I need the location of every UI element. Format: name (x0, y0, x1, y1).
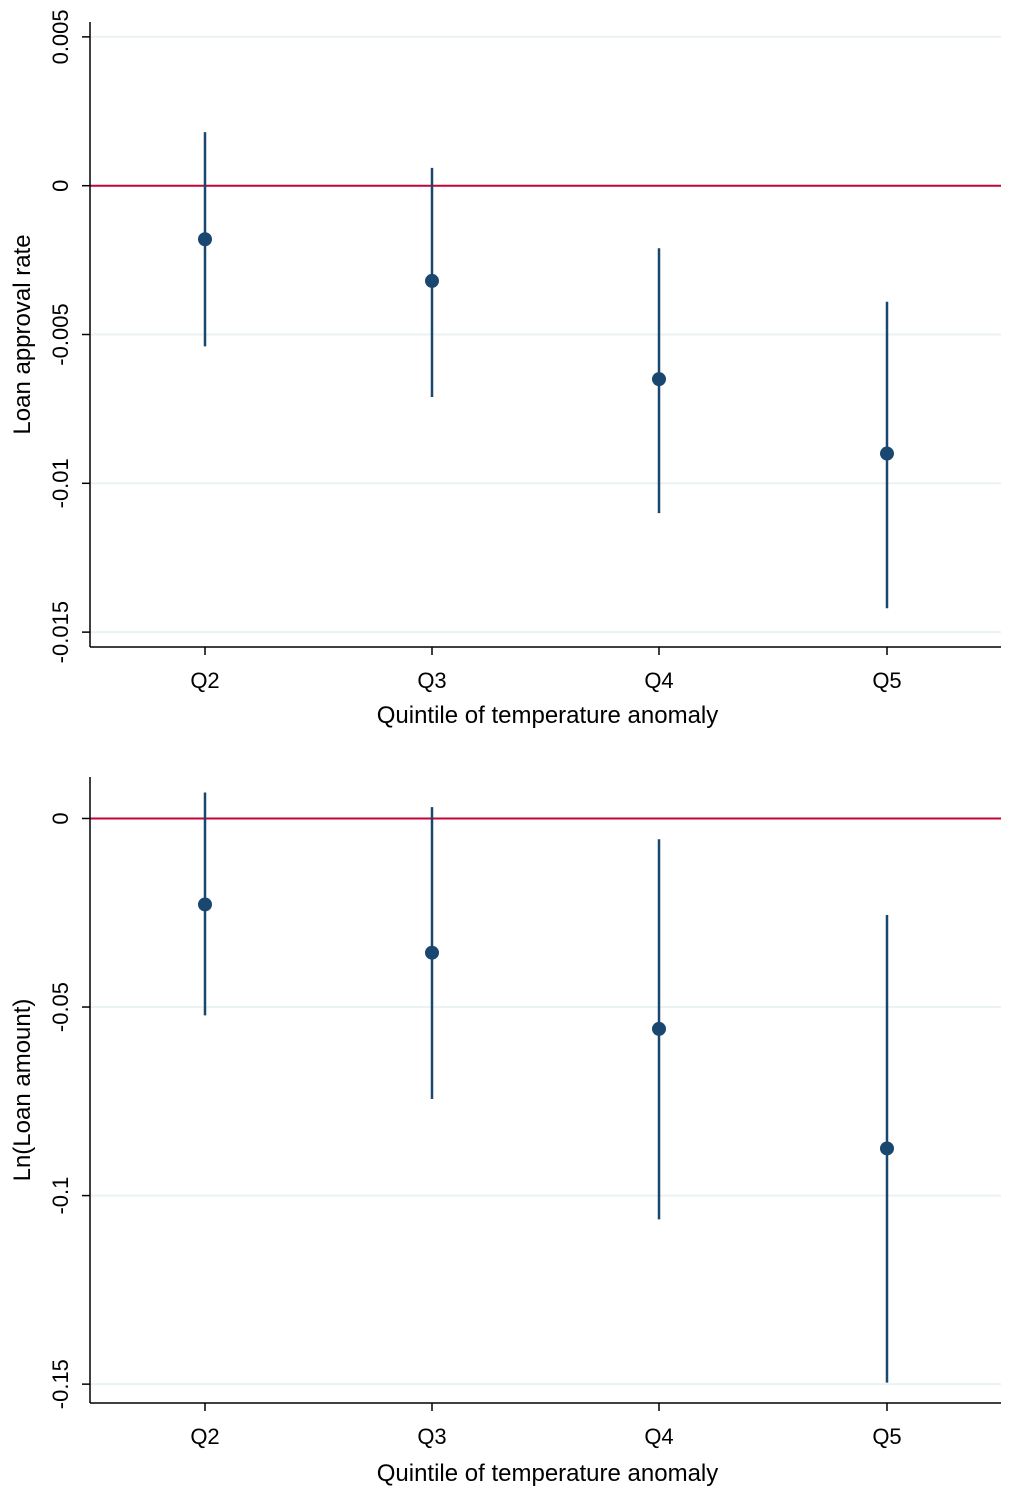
bottom-x-tick-label: Q4 (644, 1424, 673, 1449)
bottom-estimate-point-q2 (198, 897, 212, 912)
bottom-y-tick-label: 0 (48, 812, 73, 824)
bottom-estimate-point-q5 (880, 1141, 894, 1156)
bottom-estimate-point-q3 (425, 945, 439, 960)
top-estimate-point-q3 (425, 273, 439, 288)
top-x-axis-title: Quintile of temperature anomaly (377, 702, 719, 729)
bottom-y-axis-title: Ln(Loan amount) (9, 999, 36, 1182)
bottom-y-tick-label: -0.05 (48, 982, 73, 1032)
bottom-y-tick-label: -0.1 (48, 1177, 73, 1215)
top-x-tick-label: Q4 (644, 668, 673, 693)
bottom-x-tick-label: Q2 (190, 1424, 219, 1449)
top-y-tick-label: -0.01 (48, 458, 73, 508)
top-x-tick-label: Q3 (417, 668, 446, 693)
bottom-x-tick-label: Q3 (417, 1424, 446, 1449)
bottom-x-tick-label: Q5 (872, 1424, 901, 1449)
top-y-axis-title: Loan approval rate (9, 234, 36, 434)
bottom-estimate-point-q4 (652, 1021, 666, 1036)
bottom-y-tick-label: -0.15 (48, 1359, 73, 1409)
top-estimate-point-q4 (652, 372, 666, 387)
top-y-tick-label: 0.005 (48, 9, 73, 64)
top-y-tick-label: -0.015 (48, 601, 73, 663)
top-estimate-point-q5 (880, 446, 894, 461)
top-estimate-point-q2 (198, 232, 212, 247)
top-y-tick-label: -0.005 (48, 303, 73, 365)
top-x-tick-label: Q5 (872, 668, 901, 693)
bottom-x-axis-title: Quintile of temperature anomaly (377, 1460, 719, 1487)
top-x-tick-label: Q2 (190, 668, 219, 693)
top-y-tick-label: 0 (48, 180, 73, 192)
loan-approval-chart: 0.005 0 -0.005 -0.01 -0.015 Q2 Q3 Q4 Q5 Quintile … (9, 9, 1001, 729)
